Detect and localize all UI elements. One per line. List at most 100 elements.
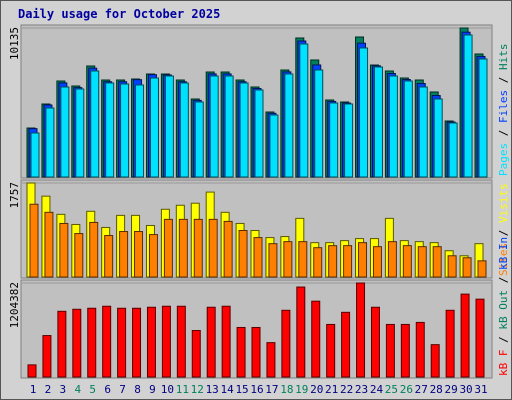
x-tick-label: 28: [430, 383, 443, 396]
bar: [402, 245, 412, 278]
x-tick-label: 3: [60, 383, 67, 396]
bar: [356, 282, 366, 378]
x-tick-label: 9: [149, 383, 156, 396]
bar: [105, 82, 115, 178]
x-tick-label: 8: [134, 383, 141, 396]
bar: [42, 335, 52, 378]
bar: [430, 344, 440, 378]
bar: [418, 86, 428, 178]
bar: [74, 233, 84, 278]
bar: [478, 58, 488, 178]
bar: [373, 66, 383, 178]
x-tick-label: 23: [355, 383, 368, 396]
legend-entry: Files: [497, 90, 510, 123]
legend-separator: /: [497, 270, 510, 290]
bar: [72, 308, 82, 378]
x-tick-label: 20: [310, 383, 323, 396]
bar: [372, 246, 382, 278]
bar: [385, 323, 395, 378]
bar: [463, 34, 473, 178]
x-tick-label: 2: [45, 383, 52, 396]
bar: [298, 241, 308, 278]
bar: [179, 82, 189, 178]
bar: [117, 307, 127, 378]
legend-separator: /: [497, 123, 510, 143]
legend-entry: Pages: [497, 143, 510, 176]
legend: kB F / kB Out / kB In: [497, 237, 510, 376]
legend: Pages / Files / Hits: [497, 44, 510, 177]
bar: [134, 231, 144, 278]
x-tick-label: 27: [415, 383, 428, 396]
bar: [89, 221, 99, 278]
bar: [328, 245, 338, 278]
legend: Sites / Visits: [497, 183, 510, 276]
bar: [477, 260, 487, 278]
bar: [149, 77, 159, 178]
bar: [299, 43, 309, 178]
bar: [29, 203, 39, 278]
legend-entry: kB F: [497, 350, 510, 377]
x-tick-label: 10: [161, 383, 174, 396]
y-tick-label: 1757: [8, 182, 21, 209]
bar: [45, 107, 55, 178]
legend-entry: Sites: [497, 243, 510, 276]
bar: [326, 323, 336, 378]
bar: [164, 75, 174, 178]
bar: [268, 243, 278, 278]
chart-title: Daily usage for October 2025: [18, 7, 220, 21]
bar: [163, 218, 173, 278]
bar: [146, 306, 156, 378]
bar: [193, 218, 203, 278]
bar: [400, 323, 410, 378]
x-tick-label: 4: [74, 383, 81, 396]
legend-entry: Hits: [497, 44, 510, 71]
bar: [194, 101, 204, 178]
legend-entry: kB In: [497, 237, 510, 270]
bar: [223, 220, 233, 278]
bar: [314, 69, 324, 178]
legend-entry: Visits: [497, 183, 510, 223]
bar: [132, 307, 142, 378]
bar: [329, 102, 339, 178]
x-tick-label: 30: [459, 383, 472, 396]
bar: [475, 298, 485, 378]
bar: [87, 307, 97, 378]
bar: [254, 89, 264, 178]
bar: [284, 73, 294, 178]
x-tick-label: 31: [474, 383, 487, 396]
bar: [253, 237, 263, 278]
bar: [460, 293, 470, 378]
x-tick-label: 21: [325, 383, 338, 396]
bar: [311, 300, 321, 378]
bar: [283, 241, 293, 278]
bar: [447, 255, 457, 278]
bar: [296, 286, 306, 378]
plot-area: [20, 179, 493, 279]
bar: [358, 242, 368, 278]
bar: [343, 245, 353, 278]
bar: [27, 364, 37, 378]
legend-separator: /: [497, 70, 510, 90]
bar: [415, 321, 425, 378]
bar: [75, 88, 85, 178]
x-tick-label: 16: [250, 383, 263, 396]
x-tick-label: 13: [206, 383, 219, 396]
x-tick-label: 24: [370, 383, 384, 396]
bar: [104, 235, 114, 278]
bar: [238, 230, 248, 278]
bar: [57, 310, 67, 378]
x-tick-label: 6: [104, 383, 111, 396]
bar: [90, 70, 100, 178]
bar: [148, 234, 158, 278]
bar: [59, 222, 69, 278]
bar: [313, 247, 323, 278]
bar: [344, 103, 354, 178]
bar: [239, 82, 249, 178]
y-tick-label: 10135: [8, 27, 21, 60]
x-tick-label: 18: [280, 383, 293, 396]
bar: [359, 47, 369, 178]
x-tick-label: 1: [30, 383, 37, 396]
x-tick-label: 15: [235, 383, 248, 396]
bar: [224, 75, 234, 178]
